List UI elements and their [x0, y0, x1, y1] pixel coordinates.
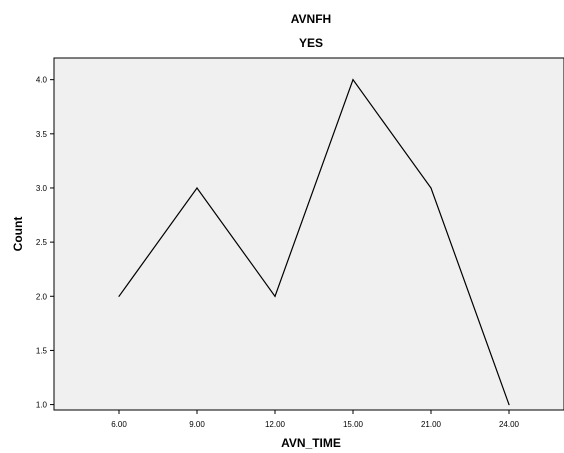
- y-axis: 1.0 1.5 2.0 2.5 3.0 3.5 4.0: [36, 76, 54, 410]
- x-tick-label: 6.00: [111, 420, 127, 429]
- x-axis-title: AVN_TIME: [281, 436, 341, 450]
- x-axis: 6.00 9.00 12.00 15.00 21.00 24.00: [111, 410, 520, 429]
- data-point: [508, 404, 510, 406]
- chart-title: AVNFH: [291, 12, 331, 26]
- y-tick-label: 1.5: [36, 346, 48, 355]
- x-tick-label: 9.00: [189, 420, 205, 429]
- plot-area: [53, 57, 564, 411]
- x-tick-label: 21.00: [421, 420, 442, 429]
- x-tick-label: 15.00: [343, 420, 364, 429]
- y-tick-label: 2.0: [36, 292, 48, 301]
- y-tick-label: 4.0: [36, 76, 48, 85]
- data-point: [196, 187, 198, 189]
- y-tick-label: 1.0: [36, 401, 48, 410]
- x-tick-label: 24.00: [499, 420, 520, 429]
- series-line: [118, 78, 510, 405]
- data-point: [352, 79, 354, 81]
- y-tick-label: 3.0: [36, 184, 48, 193]
- y-tick-label: 2.5: [36, 238, 48, 247]
- y-axis-title: Count: [11, 217, 25, 252]
- data-point: [118, 295, 120, 297]
- data-point: [274, 295, 276, 297]
- chart-subtitle: YES: [299, 36, 323, 50]
- series-line-group: [118, 78, 510, 406]
- y-tick-label: 3.5: [36, 130, 48, 139]
- data-point: [430, 187, 432, 189]
- x-tick-label: 12.00: [265, 420, 286, 429]
